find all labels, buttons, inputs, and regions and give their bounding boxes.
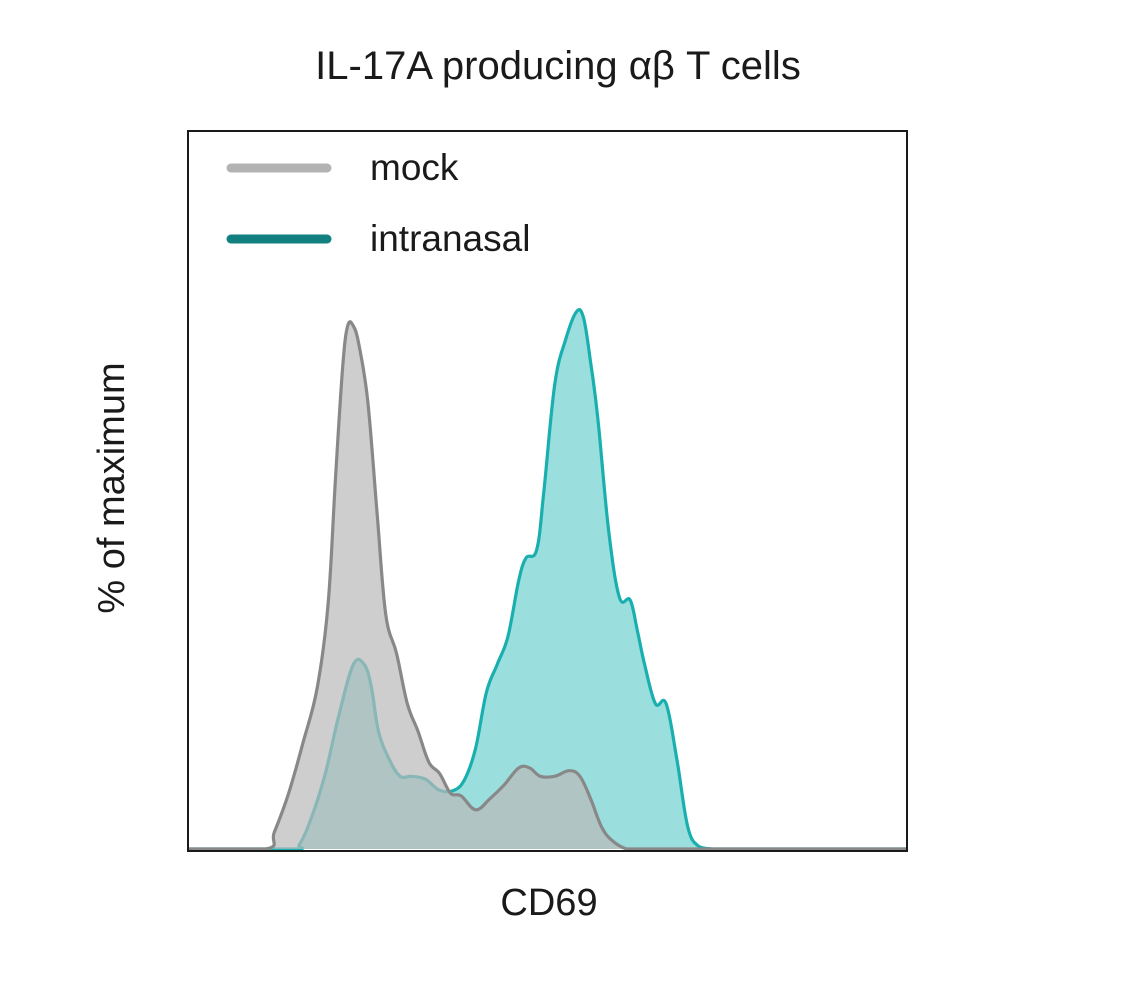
legend: mock intranasal: [226, 147, 530, 259]
legend-label-intranasal: intranasal: [370, 218, 530, 259]
plot-area: [187, 308, 907, 851]
legend-label-mock: mock: [370, 147, 459, 188]
x-axis-label: CD69: [500, 882, 597, 924]
chart-title: IL-17A producing αβ T cells: [315, 44, 801, 88]
line-mock: [187, 320, 907, 851]
y-axis-label: % of maximum: [91, 362, 133, 613]
plot-frame: [187, 130, 908, 852]
area-mock: [188, 321, 907, 849]
